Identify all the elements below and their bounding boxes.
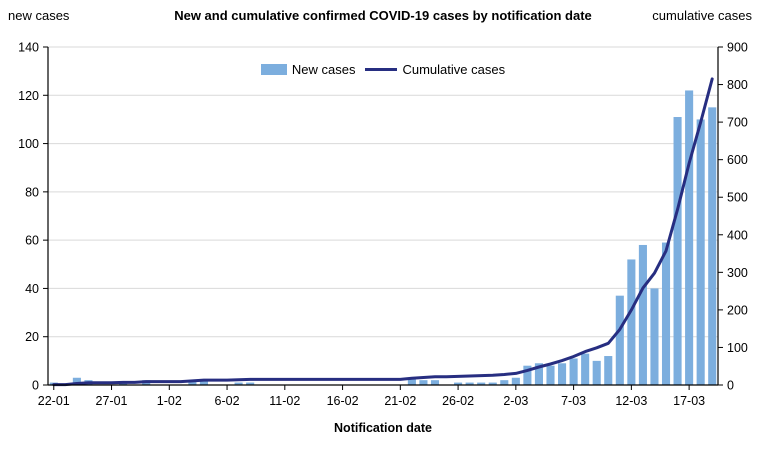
bar [246, 382, 255, 385]
right-tick-label: 200 [727, 303, 748, 317]
chart-title: New and cumulative confirmed COVID-19 ca… [174, 8, 592, 23]
bar [581, 353, 590, 385]
left-tick-label: 20 [25, 330, 39, 344]
left-axis-label: new cases [8, 8, 70, 23]
bar [661, 242, 671, 385]
bar [604, 356, 613, 385]
left-tick-label: 100 [18, 137, 39, 151]
bar [696, 119, 705, 385]
legend-item-new-cases: New cases [260, 62, 356, 77]
bar [72, 377, 81, 385]
left-tick-label: 80 [25, 185, 39, 199]
x-tick-label: 22-01 [38, 394, 70, 408]
bar [454, 382, 463, 385]
right-tick-label: 700 [727, 116, 748, 130]
right-tick-label: 100 [727, 341, 748, 355]
new-cases-swatch-icon [260, 64, 287, 75]
x-tick-label: 6-02 [215, 394, 240, 408]
bar [188, 380, 197, 385]
bar [523, 365, 532, 385]
x-tick-label: 1-02 [157, 394, 182, 408]
left-tick-label: 140 [18, 41, 39, 55]
bar [615, 295, 624, 385]
bar [534, 363, 543, 385]
bar [673, 117, 682, 385]
x-tick-label: 7-03 [561, 394, 586, 408]
bar [500, 380, 509, 385]
right-tick-label: 0 [727, 379, 734, 393]
bar [546, 365, 555, 385]
bar [685, 90, 694, 385]
bar [488, 382, 497, 385]
legend-label: New cases [291, 62, 356, 77]
x-tick-label: 16-02 [327, 394, 359, 408]
x-tick-label: 2-03 [503, 394, 528, 408]
chart-legend: New cases Cumulative cases [48, 62, 718, 77]
left-tick-label: 40 [25, 282, 39, 296]
bar [708, 107, 717, 385]
right-tick-label: 400 [727, 228, 748, 242]
x-tick-label: 12-03 [615, 394, 647, 408]
x-tick-label: 11-02 [269, 394, 300, 408]
bar [569, 358, 578, 385]
left-tick-label: 0 [32, 379, 39, 393]
bar [638, 244, 647, 385]
bar [511, 377, 520, 385]
bar [465, 382, 474, 385]
bar [430, 380, 440, 385]
bar [627, 259, 636, 385]
legend-label: Cumulative cases [402, 62, 506, 77]
bar [419, 380, 428, 385]
bar [234, 382, 243, 385]
right-tick-label: 800 [727, 78, 748, 92]
left-tick-label: 120 [18, 89, 39, 103]
left-tick-label: 60 [25, 234, 39, 248]
cumulative-line [52, 77, 714, 387]
right-tick-label: 600 [727, 153, 748, 167]
x-tick-label: 27-01 [96, 394, 128, 408]
x-tick-label: 26-02 [442, 394, 474, 408]
right-tick-label: 300 [727, 266, 748, 280]
cumulative-cases-swatch-icon [365, 67, 398, 72]
right-axis-label: cumulative cases [652, 8, 752, 23]
x-tick-label: 21-02 [384, 394, 416, 408]
bar [558, 363, 567, 385]
bar [592, 360, 601, 385]
bar [199, 380, 208, 385]
bar [407, 377, 416, 385]
bar [477, 382, 486, 385]
x-axis-title: Notification date [334, 421, 432, 435]
right-tick-label: 500 [727, 191, 748, 205]
bar [650, 288, 659, 385]
right-tick-label: 900 [727, 41, 748, 55]
legend-item-cumulative-cases: Cumulative cases [365, 62, 505, 77]
x-tick-label: 17-03 [673, 394, 705, 408]
